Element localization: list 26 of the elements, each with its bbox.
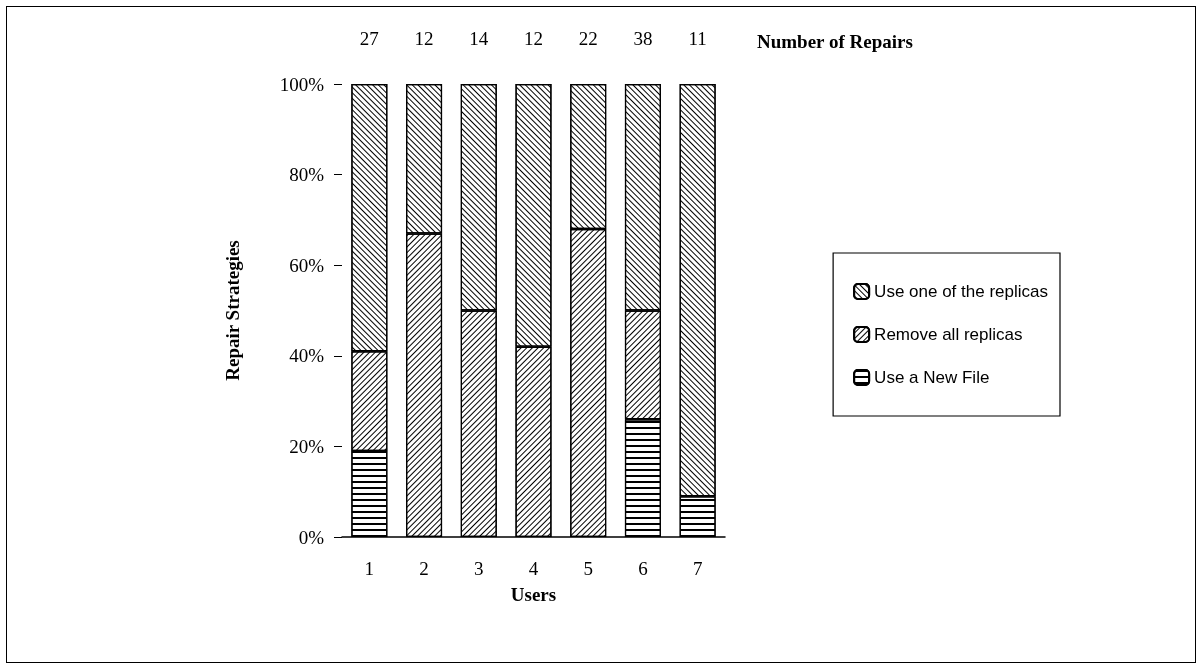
annotation: 38 [633,28,653,49]
annotation: 14 [469,28,489,49]
y-tick-label: 20% [289,435,325,457]
y-tick-label: 100% [279,73,325,95]
x-axis-title: Users [510,584,557,605]
x-tick-label: 6 [638,558,648,579]
y-tick-label: 80% [289,164,325,186]
y-axis-title: Repair Strategies [222,240,243,381]
annotation: 22 [578,28,598,49]
legend-label: Use a New File [874,368,990,387]
y-tick-label: 60% [289,254,325,276]
x-tick-label: 4 [528,558,539,579]
annotation: 12 [414,28,434,49]
text: Number of Repairs [757,31,913,52]
y-tick-label: 40% [289,345,325,367]
x-tick-label: 7 [692,558,703,579]
annotation: 11 [688,28,707,49]
x-tick-label: 2 [419,558,429,579]
x-tick-label: 3 [474,558,484,579]
x-tick-label: 1 [364,558,375,579]
x-tick-label: 5 [583,558,593,579]
annotation: 12 [524,28,543,49]
legend-label: Remove all replicas [874,325,1023,344]
annotation: 27 [359,28,379,49]
y-tick-label: 0% [298,526,325,548]
legend-label: Use one of the replicas [874,282,1049,301]
